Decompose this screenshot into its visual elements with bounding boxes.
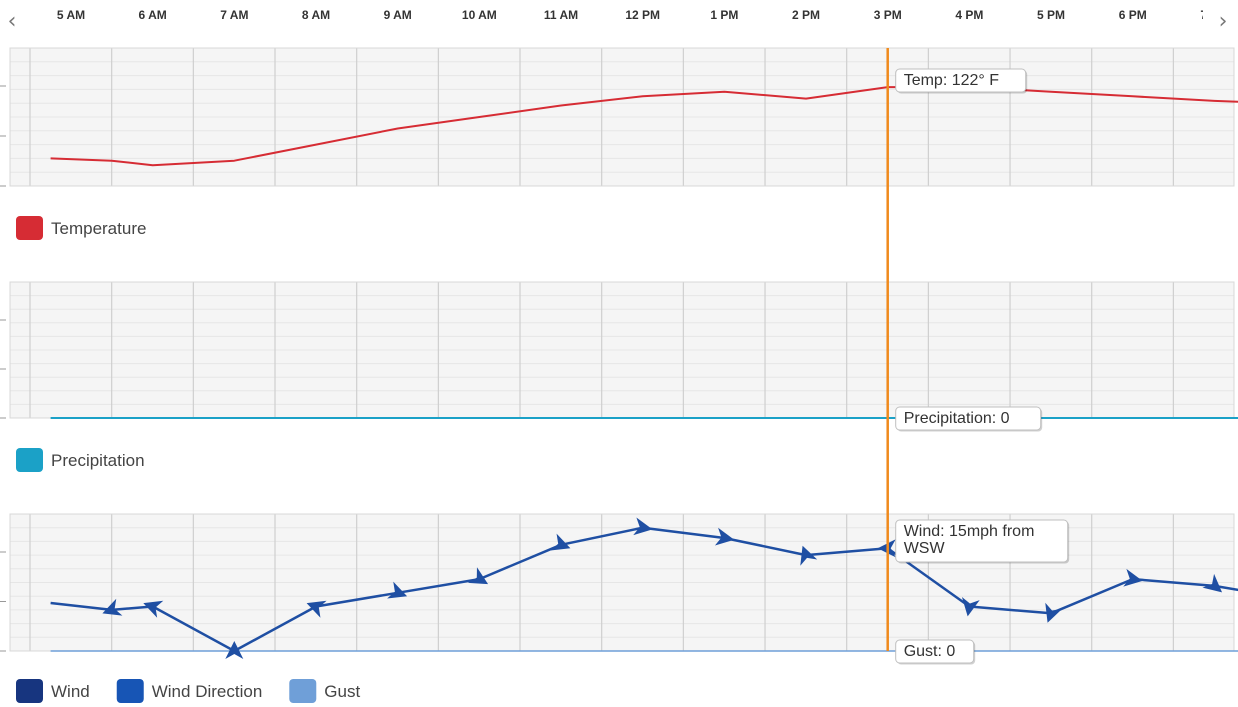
legend-swatch bbox=[16, 679, 43, 703]
tooltip-box bbox=[895, 639, 975, 664]
hour-label-9-am: 9 AM bbox=[384, 8, 412, 22]
wind-direction-marker bbox=[143, 600, 164, 618]
hour-label-11-am: 11 AM bbox=[544, 8, 578, 22]
legend-swatch bbox=[16, 448, 43, 472]
wind-direction-marker bbox=[961, 597, 980, 617]
legend-swatch bbox=[16, 216, 43, 240]
hour-label-8-am: 8 AM bbox=[302, 8, 330, 22]
legend-swatch bbox=[289, 679, 317, 703]
wind-direction-marker bbox=[1045, 602, 1063, 623]
arrow-icon bbox=[1123, 568, 1143, 587]
tooltip-box bbox=[895, 406, 1042, 431]
hour-label-6-pm: 6 PM bbox=[1119, 8, 1147, 22]
legend-label: Wind bbox=[51, 682, 90, 701]
arrow-icon bbox=[225, 641, 244, 659]
wind-direction-marker bbox=[550, 533, 571, 551]
arrow-icon bbox=[387, 581, 408, 599]
precipitation-legend: Precipitation bbox=[16, 448, 145, 472]
tooltip-text: Gust: 0 bbox=[904, 643, 956, 660]
tooltip-text: Temp: 122° F bbox=[904, 72, 1000, 89]
temperature-series-line bbox=[50, 86, 1238, 167]
wind-direction-marker bbox=[387, 581, 408, 599]
wind-direction-marker bbox=[1202, 573, 1223, 593]
arrow-icon bbox=[143, 600, 164, 618]
wind-direction-marker bbox=[467, 567, 489, 585]
hour-label-6-am: 6 AM bbox=[139, 8, 167, 22]
arrow-icon bbox=[306, 600, 327, 618]
wind-direction-marker bbox=[1123, 568, 1143, 587]
arrow-icon bbox=[1045, 602, 1063, 623]
hour-label-5-pm: 5 PM bbox=[1037, 8, 1065, 22]
plot-frame bbox=[9, 47, 1235, 187]
hour-label-2-pm: 2 PM bbox=[792, 8, 820, 22]
hour-label-4-pm: 4 PM bbox=[955, 8, 983, 22]
precipitation-plot bbox=[0, 281, 1235, 419]
gust-tooltip: Gust: 0 bbox=[895, 639, 976, 665]
arrow-icon bbox=[714, 527, 735, 546]
legend-swatch bbox=[116, 679, 144, 703]
hour-label-3-pm: 3 PM bbox=[874, 8, 902, 22]
wind-direction-marker bbox=[714, 527, 735, 546]
arrow-icon bbox=[550, 533, 571, 551]
legend-item-wind[interactable]: Wind bbox=[16, 679, 90, 703]
legend-item-gust[interactable]: Gust bbox=[289, 679, 360, 703]
temperature-tooltip: Temp: 122° F bbox=[895, 68, 1028, 94]
arrow-icon bbox=[800, 545, 818, 566]
wind-direction-marker bbox=[633, 517, 653, 536]
chevron-right-icon[interactable]: › bbox=[1219, 9, 1228, 34]
legend-item-temperature[interactable]: Temperature bbox=[16, 216, 146, 240]
legend-label: Wind Direction bbox=[152, 682, 263, 701]
hour-label-1-pm: 1 PM bbox=[710, 8, 738, 22]
tooltip-text: Wind: 15mph from bbox=[904, 523, 1035, 540]
arrow-icon bbox=[633, 517, 653, 536]
tooltip-box bbox=[895, 519, 1069, 563]
arrow-icon bbox=[102, 598, 123, 616]
legend-label: Temperature bbox=[51, 219, 146, 238]
tooltip-text: Precipitation: 0 bbox=[904, 410, 1010, 427]
hour-label-7-am: 7 AM bbox=[220, 8, 248, 22]
wind-direction-marker bbox=[306, 600, 327, 618]
hour-label-5-am: 5 AM bbox=[57, 8, 85, 22]
temperature-plot bbox=[0, 47, 1235, 187]
hour-label-10-am: 10 AM bbox=[462, 8, 497, 22]
legend-label: Precipitation bbox=[51, 451, 145, 470]
tooltip-text: WSW bbox=[904, 540, 946, 557]
header-fade bbox=[1203, 0, 1238, 32]
wind-direction-marker bbox=[225, 641, 244, 659]
wind-direction-marker bbox=[800, 545, 818, 566]
chevron-left-icon[interactable]: ‹ bbox=[8, 9, 17, 34]
tooltip-box bbox=[895, 68, 1027, 93]
precipitation-tooltip: Precipitation: 0 bbox=[895, 406, 1043, 432]
arrow-icon bbox=[467, 567, 489, 585]
wind-direction-marker bbox=[102, 598, 123, 616]
hour-label-12-pm: 12 PM bbox=[625, 8, 660, 22]
arrow-icon bbox=[961, 597, 980, 617]
legend-label: Gust bbox=[324, 682, 360, 701]
temperature-legend: Temperature bbox=[16, 216, 146, 240]
arrow-icon bbox=[1202, 573, 1223, 593]
legend-item-precipitation[interactable]: Precipitation bbox=[16, 448, 145, 472]
legend-item-wind-direction[interactable]: Wind Direction bbox=[116, 679, 263, 703]
wind-legend: Wind Wind Direction Gust bbox=[16, 679, 360, 703]
